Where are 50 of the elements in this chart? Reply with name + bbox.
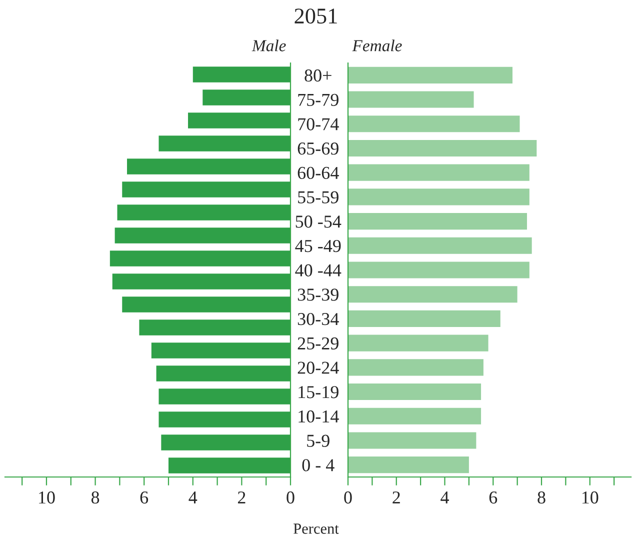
y-tick-label: 80+ xyxy=(304,69,332,82)
y-tick-label: 70-74 xyxy=(298,118,339,130)
bar xyxy=(348,456,469,474)
bar xyxy=(348,213,527,230)
chart-subtitle: Female xyxy=(352,40,402,52)
y-tick-label: 40 -44 xyxy=(295,264,342,276)
bar xyxy=(348,262,530,278)
x-tick-label: 2 xyxy=(392,491,400,504)
y-tick-label: 60-64 xyxy=(298,166,339,180)
y-tick-label: 15-19 xyxy=(298,386,338,398)
x-tick-label: 8 xyxy=(91,491,100,504)
x-tick-label: 0 xyxy=(344,491,352,504)
bar xyxy=(348,188,530,206)
x-tick-label: 10 xyxy=(582,491,598,504)
y-tick-label: 30-34 xyxy=(298,312,339,326)
bar xyxy=(348,91,474,108)
y-tick-label: 55-59 xyxy=(298,191,338,204)
bar xyxy=(348,432,476,449)
bar xyxy=(348,66,512,84)
bar xyxy=(348,237,532,254)
x-tick-label: 4 xyxy=(440,492,449,504)
x-tick-label: 4 xyxy=(188,492,198,504)
y-tick-label: 5-9 xyxy=(307,434,330,447)
y-tick-label: 45 -49 xyxy=(295,240,341,252)
x-tick-label: 0 xyxy=(286,491,294,504)
bar xyxy=(348,164,530,181)
x-tick-label: 6 xyxy=(489,491,498,504)
y-tick-label: 50 -54 xyxy=(296,216,342,228)
bar xyxy=(348,383,482,400)
bar xyxy=(348,334,488,352)
y-tick-label: 65-69 xyxy=(298,142,338,155)
y-tick-label: 20-24 xyxy=(298,362,339,374)
chart-subtitle: Male xyxy=(252,40,286,52)
bar xyxy=(348,408,482,424)
chart-title: 2051 xyxy=(294,8,337,24)
bar xyxy=(348,116,520,132)
y-tick-label: 10-14 xyxy=(298,410,339,423)
x-tick-label: 2 xyxy=(238,491,246,504)
y-tick-label: 75-79 xyxy=(298,94,338,106)
y-tick-label: 25-29 xyxy=(298,337,338,350)
bar xyxy=(348,140,537,157)
bar xyxy=(348,359,484,376)
x-tick-label: 10 xyxy=(39,491,55,504)
bar xyxy=(348,310,500,327)
x-tick-label: 6 xyxy=(140,491,148,504)
y-tick-label: 0 - 4 xyxy=(302,459,334,472)
x-tick-label: 8 xyxy=(538,491,546,504)
y-tick-label: 35-39 xyxy=(298,288,338,301)
bar xyxy=(348,286,518,303)
x-axis-title: Percent xyxy=(294,524,339,534)
